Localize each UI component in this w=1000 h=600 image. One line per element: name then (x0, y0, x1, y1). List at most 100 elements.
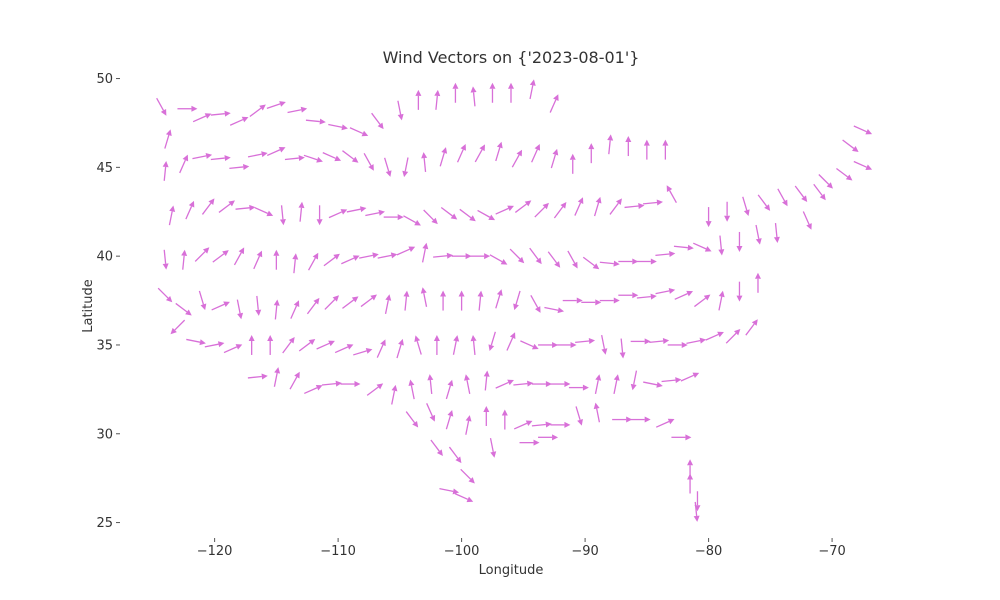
wind-vector-arrow (212, 250, 229, 263)
wind-vector-arrow (599, 260, 620, 267)
wind-vector-arrow (306, 297, 320, 315)
x-tick-label: −110 (320, 544, 356, 559)
wind-vector-arrow (452, 82, 459, 103)
wind-vector-arrow (470, 86, 477, 107)
wind-vector-arrow (666, 185, 677, 204)
y-tick-label: 35 (96, 338, 113, 353)
wind-vector-arrow (415, 89, 422, 110)
wind-vector-arrow (568, 384, 589, 391)
wind-vector-arrow (440, 207, 458, 220)
wind-vector-arrow (588, 143, 595, 164)
wind-vector-arrow (194, 247, 210, 262)
wind-vector-arrow (582, 256, 600, 270)
wind-vector-arrow (458, 290, 465, 311)
wind-vector-arrow (229, 116, 249, 126)
vector-field (156, 79, 873, 522)
wind-vector-arrow (724, 201, 731, 222)
wind-vector-arrow (529, 79, 536, 100)
wind-vector-arrow (773, 223, 780, 244)
wind-vector-arrow (192, 113, 212, 123)
wind-vector-arrow (273, 299, 280, 320)
wind-vector-arrow (304, 384, 323, 395)
wind-vector-arrow (593, 196, 602, 217)
wind-vector-arrow (655, 287, 676, 295)
wind-vector-arrow (408, 379, 415, 400)
wind-vector-arrow (292, 253, 299, 274)
wind-vector-arrow (618, 292, 639, 299)
wind-vector-arrow (718, 235, 725, 256)
wind-vector-arrow (346, 206, 367, 213)
wind-vector-arrow (483, 370, 490, 391)
wind-vector-arrow (489, 438, 497, 458)
wind-vector-arrow (531, 421, 552, 428)
wind-vector-arrow (661, 377, 682, 384)
wind-vector-arrow (170, 319, 186, 335)
wind-vector-arrow (430, 439, 443, 456)
wind-vector-arrow (488, 331, 496, 351)
chart-title: Wind Vectors on {'2023-08-01'} (383, 48, 640, 67)
wind-vector-arrow (802, 211, 812, 230)
wind-vector-arrow (377, 252, 398, 259)
wind-vector-arrow (531, 144, 541, 163)
wind-vector-arrow (298, 201, 305, 222)
wind-vector-arrow (282, 336, 295, 354)
wind-vector-arrow (316, 340, 335, 350)
wind-vector-arrow (483, 406, 490, 427)
wind-vector-arrow (451, 253, 472, 260)
wind-vector-arrow (736, 281, 743, 302)
wind-vector-arrow (673, 244, 694, 251)
wind-vector-arrow (514, 200, 532, 213)
wind-vector-arrow (643, 199, 663, 206)
x-axis-label: Longitude (479, 563, 544, 578)
wind-vector-arrow (218, 200, 235, 213)
wind-vector-arrow (624, 203, 645, 210)
wind-vector-arrow (538, 434, 559, 441)
wind-vector-arrow (210, 155, 231, 162)
wind-vector-arrow (509, 248, 525, 264)
wind-vector-arrow (705, 331, 724, 341)
wind-vector-arrow (204, 341, 225, 348)
x-axis: −120 −110 −100 −90 −80 −70 (197, 538, 846, 559)
wind-vector-arrow (423, 209, 438, 225)
wind-vector-arrow (342, 150, 359, 163)
wind-vector-arrow (489, 82, 496, 103)
wind-vector-arrow (341, 255, 360, 265)
wind-vector-arrow (693, 242, 712, 252)
wind-vector-arrow (513, 420, 533, 430)
wind-vector-arrow (607, 134, 614, 155)
wind-vector-arrow (420, 287, 428, 307)
wind-vector-arrow (550, 148, 559, 169)
wind-vector-arrow (366, 383, 384, 396)
wind-vector-arrow (567, 250, 578, 269)
wind-vector-arrow (531, 381, 552, 388)
wind-vector-arrow (794, 185, 808, 202)
wind-vector-arrow (273, 367, 281, 387)
wind-vector-arrow (575, 406, 583, 426)
wind-vector-arrow (613, 374, 620, 394)
x-tick-label: −70 (818, 544, 845, 559)
wind-vector-arrow (445, 379, 454, 400)
wind-vector-arrow (687, 473, 694, 494)
wind-vector-arrow (383, 214, 404, 221)
wind-vector-arrow (156, 97, 167, 116)
wind-vector-arrow (359, 252, 379, 259)
wind-vector-arrow (547, 251, 561, 268)
wind-vector-arrow (599, 297, 620, 304)
wind-vector-arrow (680, 372, 700, 382)
wind-vector-arrow (363, 152, 374, 171)
x-tick-label: −120 (197, 544, 233, 559)
wind-vector-arrow (694, 294, 711, 308)
wind-vector-arrow (470, 335, 477, 355)
wind-vector-arrow (192, 152, 213, 160)
wind-vector-arrow (248, 334, 255, 355)
wind-vector-arrow (593, 402, 601, 423)
wind-vector-arrow (671, 434, 692, 441)
y-axis: 25 30 35 40 45 50 (96, 72, 120, 531)
wind-vector-arrow (575, 338, 596, 344)
wind-vector-arrow (842, 139, 859, 153)
wind-vector-arrow (674, 290, 694, 300)
wind-vector-arrow (454, 493, 474, 503)
wind-vector-arrow (279, 205, 286, 226)
wind-vector-arrow (236, 299, 244, 320)
